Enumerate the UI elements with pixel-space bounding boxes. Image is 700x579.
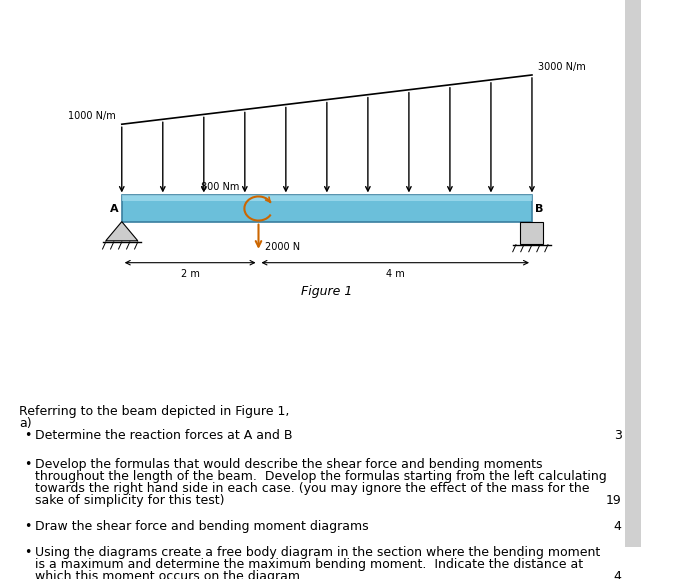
Text: 4 m: 4 m [386, 269, 405, 279]
FancyBboxPatch shape [122, 195, 532, 222]
Text: 1000 N/m: 1000 N/m [68, 112, 116, 122]
Text: A: A [110, 203, 118, 214]
Text: 2 m: 2 m [181, 269, 199, 279]
Text: 2000 N: 2000 N [265, 242, 300, 252]
Text: •: • [25, 429, 32, 442]
Text: towards the right hand side in each case. (you may ignore the effect of the mass: towards the right hand side in each case… [35, 482, 590, 494]
Text: Draw the shear force and bending moment diagrams: Draw the shear force and bending moment … [35, 520, 369, 533]
Text: B: B [536, 203, 543, 214]
Text: which this moment occurs on the diagram.: which this moment occurs on the diagram. [35, 570, 304, 579]
Text: •: • [25, 546, 32, 559]
Text: throughout the length of the beam.  Develop the formulas starting from the left : throughout the length of the beam. Devel… [35, 470, 607, 482]
Text: •: • [25, 520, 32, 533]
Text: •: • [25, 457, 32, 471]
Polygon shape [106, 222, 138, 241]
Bar [625, 0, 641, 547]
Text: 4: 4 [614, 520, 622, 533]
Text: 4: 4 [614, 570, 622, 579]
Text: Determine the reaction forces at A and B: Determine the reaction forces at A and B [35, 429, 293, 442]
Text: Using the diagrams create a free body diagram in the section where the bending m: Using the diagrams create a free body di… [35, 546, 601, 559]
Text: a): a) [19, 417, 32, 430]
Text: 3000 N/m: 3000 N/m [538, 62, 586, 72]
Text: 19: 19 [606, 494, 622, 507]
FancyBboxPatch shape [122, 195, 532, 201]
Text: 800 Nm: 800 Nm [201, 182, 239, 192]
Text: 3: 3 [614, 429, 622, 442]
Text: Develop the formulas that would describe the shear force and bending moments: Develop the formulas that would describe… [35, 457, 542, 471]
Text: is a maximum and determine the maximum bending moment.  Indicate the distance at: is a maximum and determine the maximum b… [35, 558, 583, 571]
Text: Figure 1: Figure 1 [301, 285, 353, 298]
Text: Referring to the beam depicted in Figure 1,: Referring to the beam depicted in Figure… [19, 405, 290, 418]
FancyBboxPatch shape [520, 222, 543, 244]
Text: sake of simplicity for this test): sake of simplicity for this test) [35, 494, 225, 507]
